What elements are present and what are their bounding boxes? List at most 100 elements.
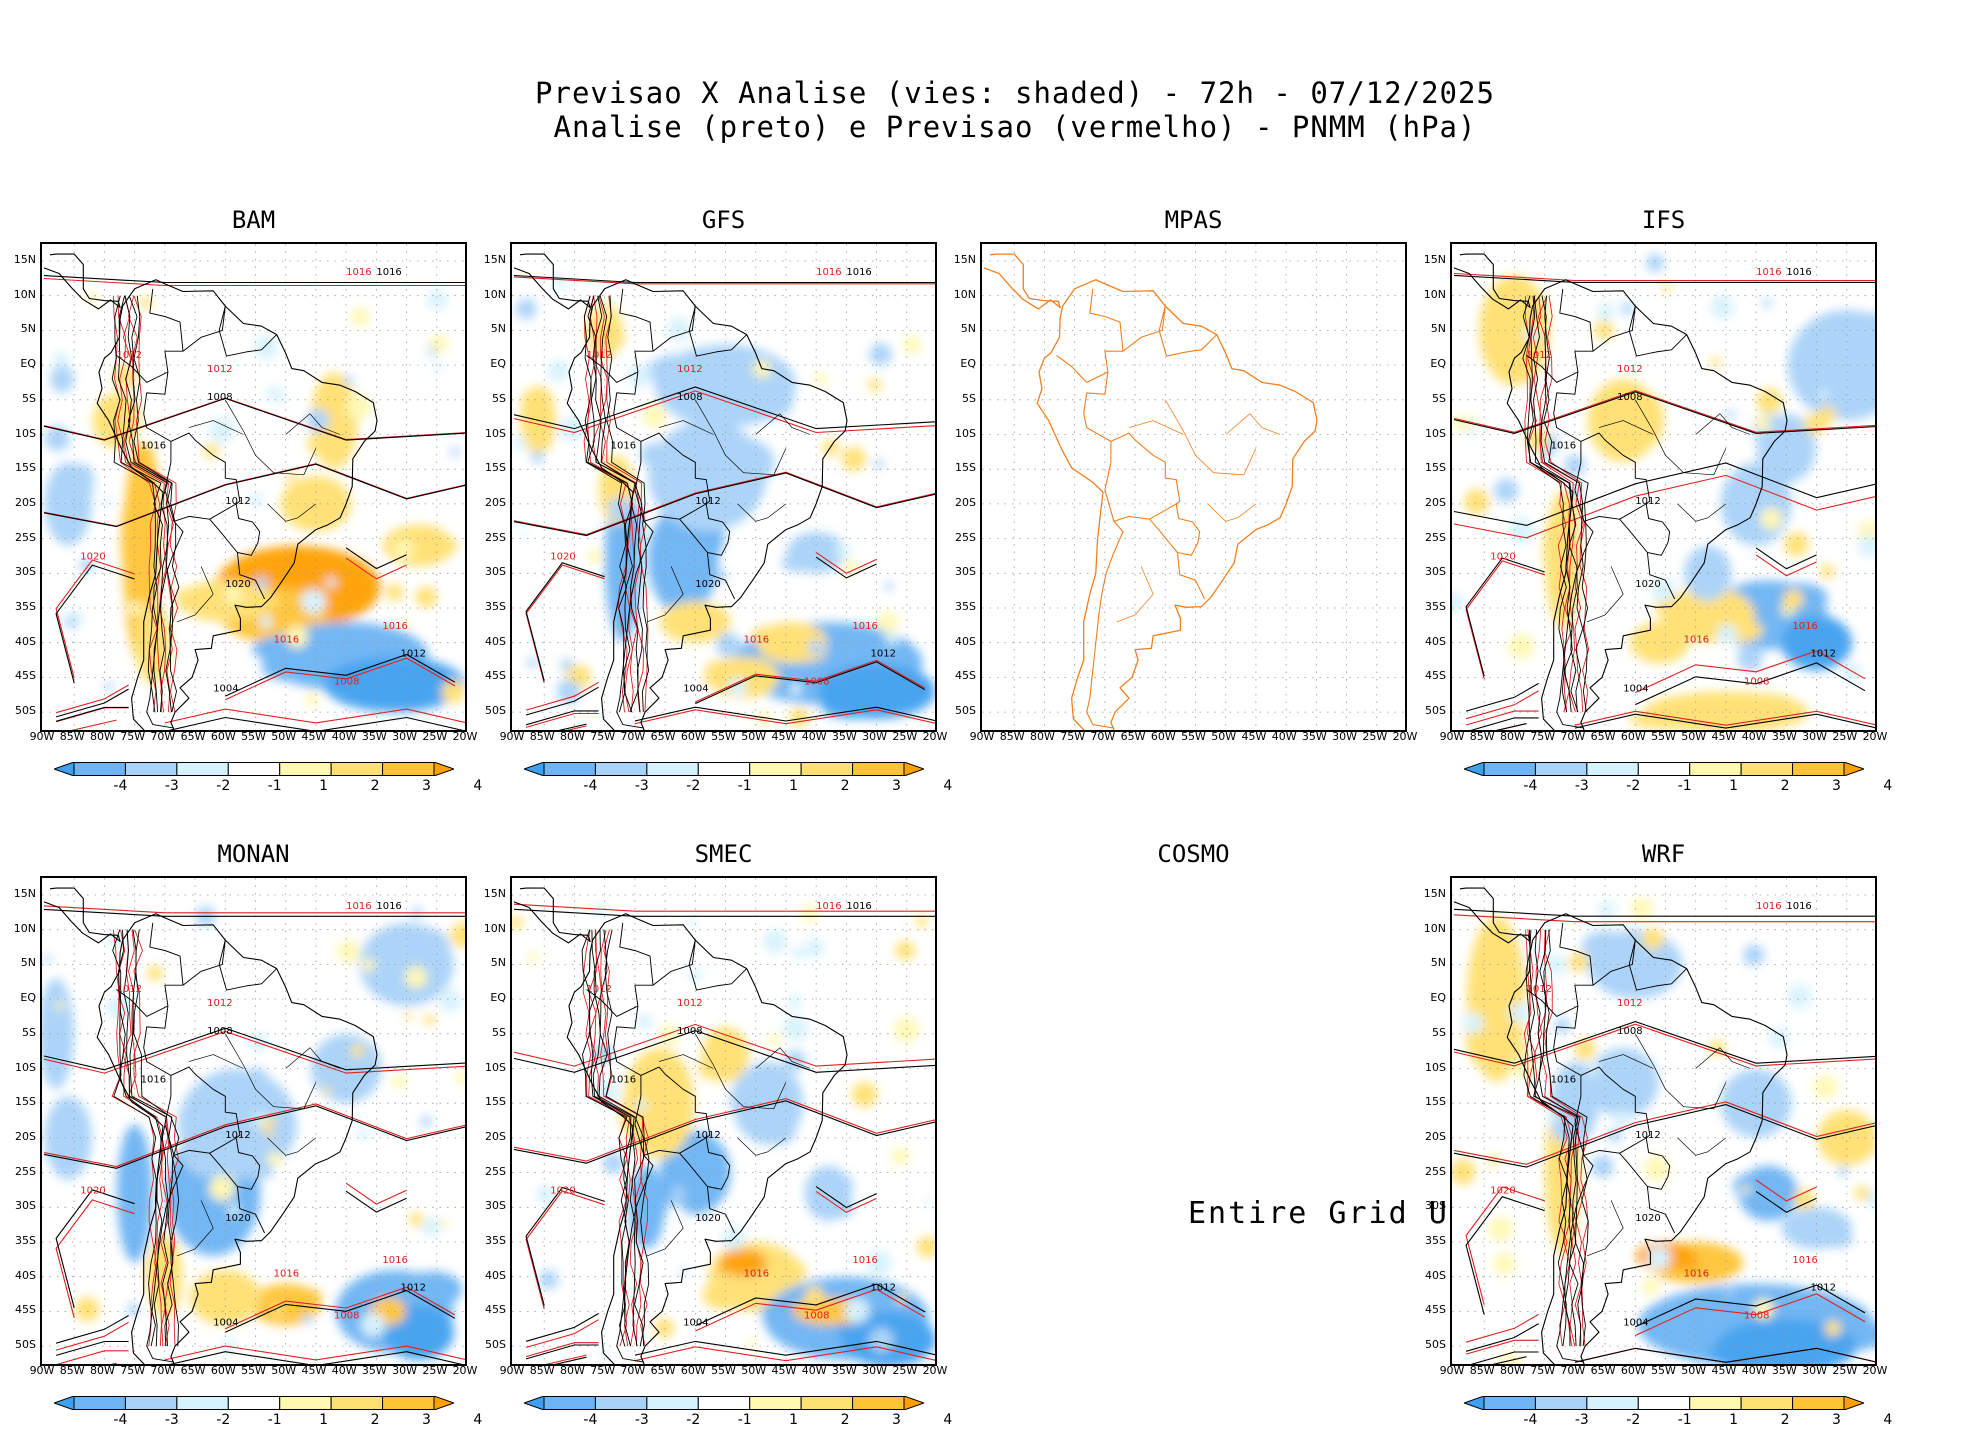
bias-speckle [71,610,85,624]
latitude-label: 20S [955,495,976,509]
analysis-isobar [634,706,935,722]
longitude-label: 30W [862,730,887,743]
bias-speckle [1762,298,1772,308]
bias-speckle [1743,944,1765,966]
isobar-label: 1016 [1756,901,1781,912]
forecast-isobar [1635,1293,1866,1336]
latitude-label: 10N [483,287,506,301]
forecast-isobar [1453,474,1875,539]
panel-title-ifs: IFS [1641,206,1686,234]
isobar-label: 1016 [611,440,636,451]
isobar-label: 1012 [677,364,702,375]
bias-region [1733,1173,1764,1198]
longitude-label: 40W [801,1364,827,1377]
colorbar-swatch [227,762,281,776]
longitude-label: 75W [120,1364,146,1377]
latitude-label: 35S [1425,600,1446,613]
forecast-isobar [1465,1339,1539,1355]
longitude-label: 90W [499,1364,525,1377]
longitude-label: 55W [1181,730,1206,743]
colorbar-swatch [176,1396,229,1410]
forecast-isobar [345,1182,407,1205]
colorbar-tick-label: -4 [113,778,128,794]
longitude-label: 90W [29,730,55,743]
longitude-label: 85W [1469,1364,1495,1377]
analysis-isobar [525,686,599,716]
colorbar-tick-label: 3 [422,1412,431,1428]
analysis-isobar [525,562,605,681]
country-border [1574,1066,1651,1156]
latitude-label: 10S [485,426,506,440]
bias-speckle [1452,592,1465,613]
colorbar-swatch [73,1396,126,1410]
bias-speckle [449,446,460,457]
colorbar-tick-label: 1 [1729,778,1739,794]
forecast-isobar [55,559,135,679]
bias-speckle [733,376,752,396]
bias-speckle [1526,428,1550,452]
latitude-label: 25S [485,530,506,544]
latitude-label: 15N [483,887,506,900]
bias-speckle [54,1000,64,1010]
analysis-isobar [513,908,935,917]
isobar-label: 1012 [871,1283,896,1294]
bias-speckle [599,1348,610,1358]
longitude-label: 50W [1211,730,1237,743]
forecast-isobar [525,712,599,728]
analysis-isobar [1522,295,1568,713]
bias-speckle [1597,302,1616,321]
bias-speckle [420,1115,432,1128]
forecast-isobar [695,1288,926,1332]
map-canvas: 1016 1016 1012 1008 1012 1016 1020 1012 1016 1020… [1452,878,1875,1364]
isobar-label: 1016 [1792,1255,1817,1266]
latitude-label: 10S [15,1060,36,1074]
bias-speckle [204,443,220,459]
bias-speckle [434,362,444,372]
longitude-label: 45W [1241,730,1267,743]
country-border [706,1186,736,1234]
latitude-label: 10S [1425,426,1446,440]
bias-region [672,604,709,623]
country-border [1628,305,1688,357]
longitude-label: 70W [620,1364,646,1377]
latitude-label: 40S [15,1268,36,1282]
bias-speckle [782,1015,808,1041]
longitude-label: 20W [1862,730,1888,743]
bias-speckle [44,425,71,452]
forecast-isobar [55,1199,135,1318]
colorbar-tick-label: -1 [267,778,282,794]
colorbar-tick-label: 3 [892,778,901,794]
state-border [285,413,341,435]
longitude-label: 70W [150,730,176,743]
forecast-isobar [345,557,407,580]
isobar-label: 1016 [376,267,401,278]
bias-region [634,1055,671,1104]
colorbar-swatch [1637,1396,1691,1410]
bias-region [1840,312,1875,361]
bias-speckle [1644,1155,1670,1182]
forecast-isobar [1524,295,1568,713]
colorbar-swatch [1464,762,1485,776]
latitude-label: 45S [15,669,36,683]
bias-region [1699,563,1724,588]
isobar-label: 1012 [1635,1130,1660,1141]
forecast-isobar [815,1190,877,1213]
bias-speckle [1710,295,1734,319]
bias-speckle [102,496,112,507]
latitude-label: 50S [485,704,506,718]
analysis-isobar [525,1186,605,1306]
colorbar-swatch [1534,1396,1588,1410]
longitude-label: 20W [922,730,948,743]
forecast-isobar [525,1319,599,1348]
colorbar-swatch [697,1396,751,1410]
state-border [1683,1082,1727,1110]
central-america-coastline [983,253,1061,310]
analysis-isobar [55,1340,129,1356]
south-america-coastline [96,279,378,730]
longitude-label: 80W [1499,1364,1525,1377]
colorbar-swatch [852,1396,905,1410]
south-america-coastline [566,913,848,1364]
colorbar-swatch [1843,762,1864,776]
bias-region [231,591,280,610]
isobar-label: 1004 [1623,1317,1648,1328]
